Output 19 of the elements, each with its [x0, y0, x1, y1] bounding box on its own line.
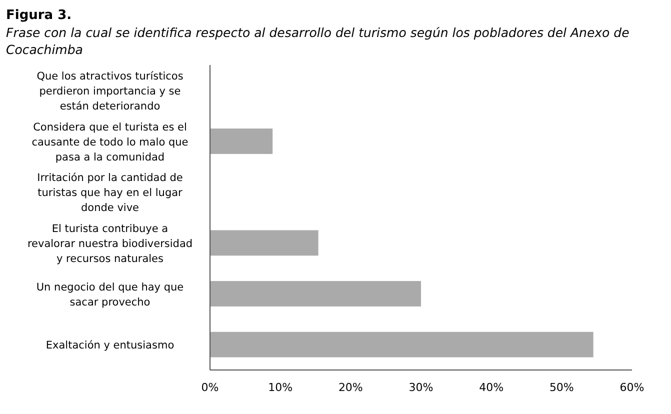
x-tick-label: 30% — [408, 381, 434, 394]
bar — [210, 281, 421, 306]
x-tick-label: 40% — [479, 381, 504, 394]
bar — [210, 128, 273, 154]
y-tick-label: Que los atractivos turísticos perdieron importancia y se están deteriorando — [36, 70, 184, 112]
chart-subtitle: Frase con la cual se identifica respecto al desarrollo del turismo según los pobladores del Anexo de Cocachimba — [6, 25, 630, 57]
x-tick-label: 10% — [268, 381, 293, 394]
x-tick-label: 50% — [549, 381, 574, 394]
x-tick-label: 20% — [338, 381, 363, 394]
y-tick-label: Considera que el turista es el causante de todo lo malo que pasa a la comunidad — [32, 121, 188, 164]
y-tick-label: Exaltación y entusiasmo — [46, 340, 174, 352]
bar — [210, 332, 594, 358]
x-tick-label: 0% — [201, 381, 219, 394]
y-tick-label: El turista contribuye a revalorar nuestra biodiversidad y recursos naturales — [27, 222, 193, 265]
text: Figura 3. — [6, 8, 72, 23]
bar — [210, 230, 318, 256]
x-tick-label: 60% — [620, 381, 644, 394]
y-tick-label: Un negocio del que hay que sacar provecho — [36, 281, 184, 308]
y-tick-label: Irritación por la cantidad de turistas que hay en el lugar donde vive — [37, 172, 184, 214]
